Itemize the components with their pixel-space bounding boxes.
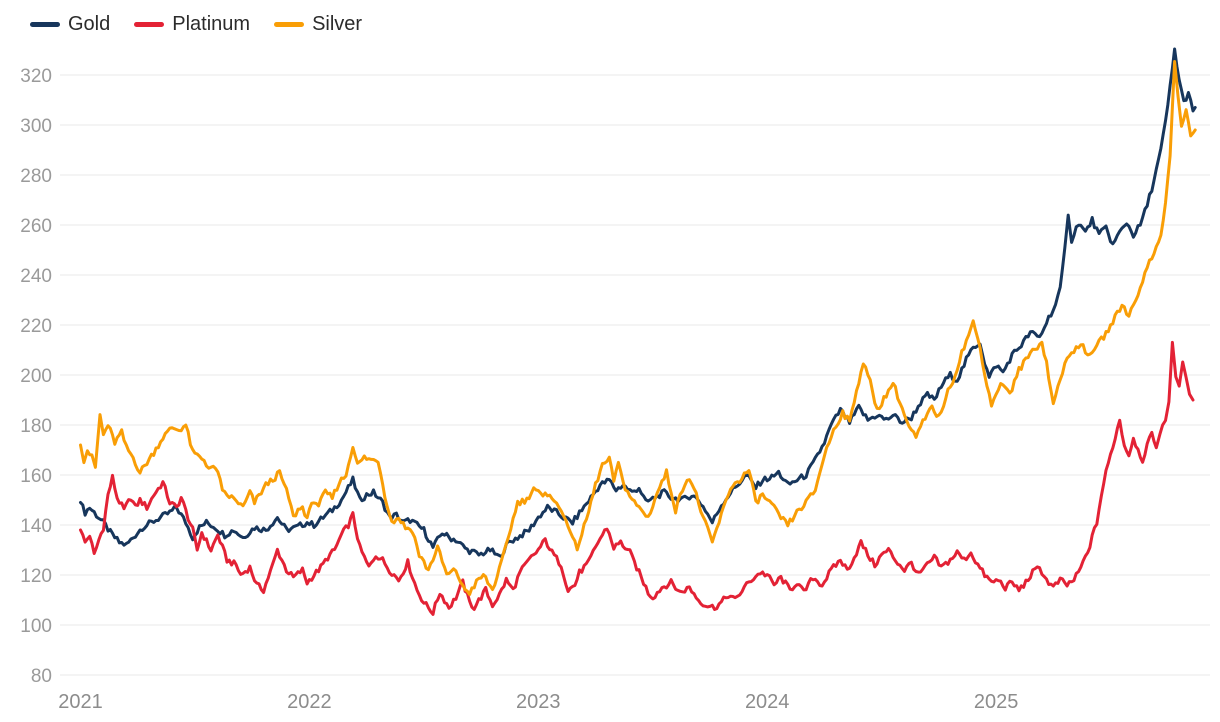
y-tick-label: 240 [20, 266, 52, 287]
y-tick-label: 200 [20, 366, 52, 387]
y-tick-label: 260 [20, 216, 52, 237]
y-tick-label: 120 [20, 566, 52, 587]
legend-label-platinum: Platinum [172, 13, 251, 35]
y-tick-label: 220 [20, 316, 52, 337]
legend-label-gold: Gold [68, 13, 111, 35]
silver-line [79, 60, 1197, 596]
gold-line [79, 47, 1197, 559]
platinum-line [79, 340, 1195, 616]
chart-legend: Gold Platinum Silver [30, 12, 362, 36]
y-tick-label: 180 [20, 416, 52, 437]
y-tick-label: 320 [20, 66, 52, 87]
x-tick-label: 2023 [516, 691, 561, 713]
legend-label-silver: Silver [312, 13, 363, 35]
gold-line-swatch [30, 21, 60, 27]
y-tick-label: 300 [20, 116, 52, 137]
legend-item-platinum[interactable]: Platinum [134, 12, 250, 36]
silver-line-swatch [274, 21, 305, 27]
platinum-line-swatch [134, 21, 165, 27]
x-tick-label: 2021 [58, 691, 103, 713]
legend-item-silver[interactable]: Silver [274, 12, 362, 36]
x-tick-label: 2025 [974, 691, 1019, 713]
y-tick-label: 280 [20, 166, 52, 187]
x-tick-label: 2022 [287, 691, 332, 713]
legend-item-gold[interactable]: Gold [30, 12, 110, 36]
x-tick-label: 2024 [745, 691, 790, 713]
y-tick-label: 140 [20, 516, 52, 537]
y-tick-label: 160 [20, 466, 52, 487]
y-tick-label: 100 [20, 616, 52, 637]
y-tick-label: 80 [31, 666, 52, 687]
